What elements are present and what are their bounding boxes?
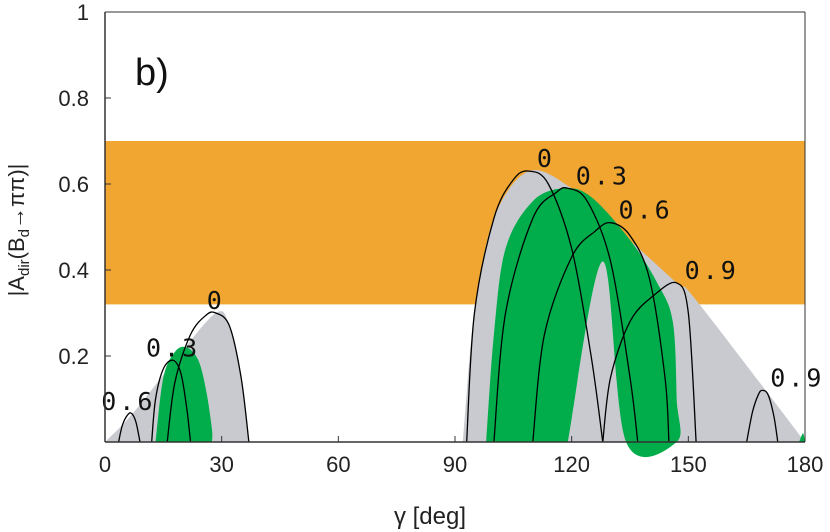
curve [117,412,141,443]
y-label-text: (B [4,237,29,259]
curve [602,281,697,443]
y-label-text: |A [4,276,29,297]
y-tick-label: 0.6 [58,172,89,197]
y-label-text: →ππ)| [4,164,29,229]
curve [151,359,192,443]
x-axis-label: γ [deg] [394,503,466,530]
y-label-subscript: d [16,229,33,237]
y-axis-label: |Adir(Bd→ππ)| [4,164,33,297]
curve [493,187,639,443]
x-tick-label: 150 [670,452,707,477]
x-tick-label: 0 [99,452,111,477]
curve-label: 0.9 [770,363,824,392]
x-tick-label: 120 [553,452,590,477]
curve [166,311,250,443]
panel-label: b) [135,52,169,94]
curve [532,221,670,443]
x-tick-label: 60 [326,452,350,477]
x-tick-label: 180 [787,452,824,477]
y-tick-label: 0.4 [58,258,89,283]
curve-label: 0.6 [619,196,673,225]
y-tick-label: 0.8 [58,86,89,111]
x-tick-label: 90 [443,452,467,477]
region [799,433,805,442]
curve-label: 0 [207,286,225,315]
curve-label: 0.3 [146,333,200,362]
y-tick-label: 0.2 [58,344,89,369]
y-label-subscript: dir [16,259,33,276]
curve-label: 0.9 [685,256,739,285]
curve-label: 0.6 [101,387,155,416]
curve-label: 0.3 [576,161,630,190]
y-tick-label: 1 [77,0,89,25]
curve [746,389,779,443]
curve-label: 0 [537,144,555,173]
x-tick-label: 30 [209,452,233,477]
curve [466,170,604,443]
band [105,141,805,305]
